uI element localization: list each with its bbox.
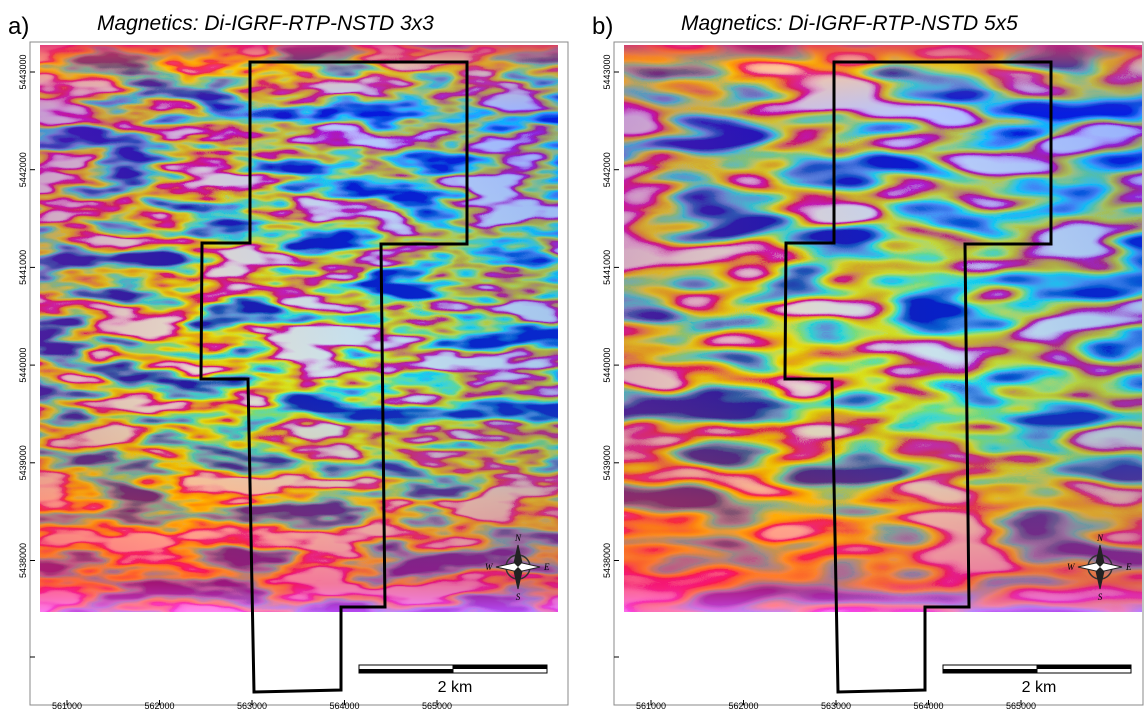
x-tick-label: 561000 [636,701,666,711]
x-tick-label: 563000 [821,701,851,711]
compass-s: S [516,592,521,602]
y-tick-label: 5439000 [18,445,28,480]
x-tick-label: 564000 [329,701,359,711]
panel-title: Magnetics: Di-IGRF-RTP-NSTD 5x5 [681,12,1018,35]
y-tick-label: 5440000 [602,348,612,383]
map-panel: a) Magnetics: Di-IGRF-RTP-NSTD 3x3 561000 5… [8,12,568,711]
x-tick-label: 561000 [52,701,82,711]
y-tick-label: 5443000 [602,54,612,89]
y-tick-label: 5442000 [602,152,612,187]
scale-bar [1037,665,1131,669]
scale-bar-label: 2 km [1022,679,1057,696]
map-panel: b) Magnetics: Di-IGRF-RTP-NSTD 5x5 561000 5… [592,12,1143,711]
scale-bar [453,665,547,669]
panel-label: b) [592,13,613,40]
x-tick-label: 563000 [237,701,267,711]
y-tick-label: 5441000 [18,250,28,285]
y-tick-label: 5440000 [18,348,28,383]
x-tick-label: 562000 [144,701,174,711]
scale-bar [943,669,1037,673]
x-tick-label: 562000 [728,701,758,711]
figure: a) Magnetics: Di-IGRF-RTP-NSTD 3x3 561000 5… [0,0,1144,711]
compass-n: N [514,533,522,543]
image-tint [40,45,558,612]
x-tick-label: 565000 [1006,701,1036,711]
scale-bar-label: 2 km [438,679,473,696]
y-tick-label: 5442000 [18,152,28,187]
x-tick-label: 564000 [913,701,943,711]
compass-n: N [1096,533,1104,543]
y-tick-label: 5443000 [18,54,28,89]
y-tick-label: 5438000 [602,543,612,578]
compass-e: E [543,562,550,572]
x-tick-label: 565000 [422,701,452,711]
compass-s: S [1098,592,1103,602]
y-tick-label: 5439000 [602,445,612,480]
y-tick-label: 5441000 [602,250,612,285]
panel-title: Magnetics: Di-IGRF-RTP-NSTD 3x3 [97,12,434,35]
image-tint [624,45,1142,612]
scale-bar [359,669,453,673]
compass-e: E [1125,562,1132,572]
y-tick-label: 5438000 [18,543,28,578]
panel-label: a) [8,13,29,40]
